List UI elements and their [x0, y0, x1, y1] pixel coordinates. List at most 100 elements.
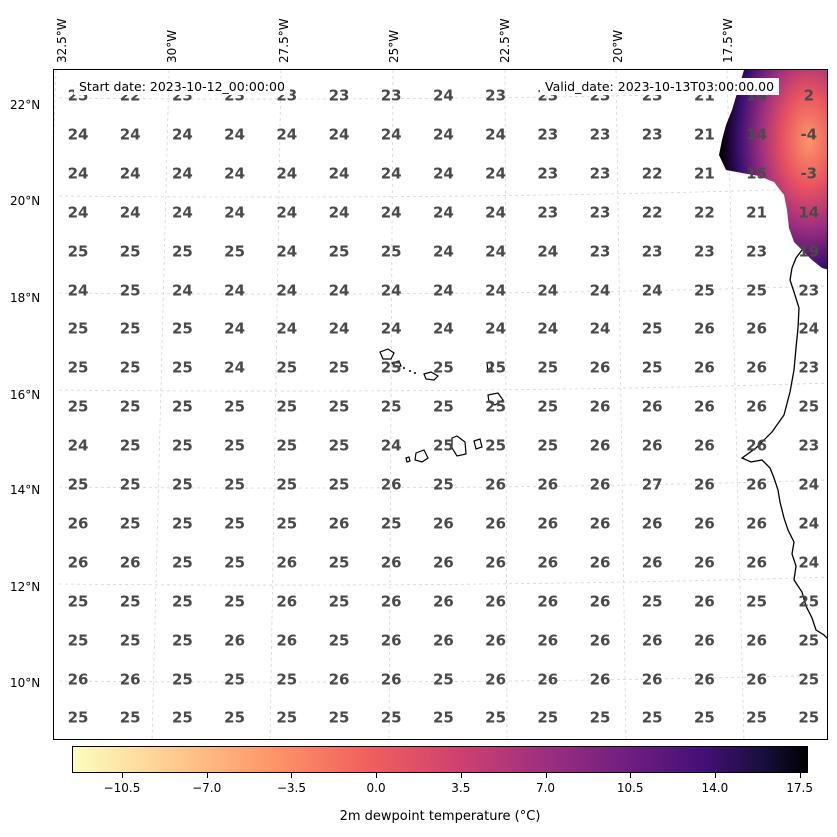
colorbar-tick — [206, 773, 208, 778]
grid-value: 25 — [119, 397, 141, 416]
grid-value: 25 — [537, 397, 559, 416]
grid-value: 24 — [171, 281, 193, 299]
grid-value: 25 — [641, 708, 663, 727]
grid-value: 25 — [432, 708, 454, 727]
grid-value: 23 — [589, 203, 611, 222]
grid-value: 25 — [224, 436, 246, 455]
lat-label: 22°N — [10, 98, 41, 112]
grid-value: 25 — [171, 553, 193, 572]
grid-value: 25 — [798, 670, 820, 688]
grid-value: 23 — [537, 203, 559, 222]
grid-value: 26 — [380, 631, 402, 650]
grid-value: 25 — [224, 553, 246, 572]
grid-value: 25 — [641, 319, 663, 338]
grid-value: 26 — [589, 553, 611, 572]
grid-value: 24 — [589, 319, 611, 338]
grid-value: 26 — [641, 553, 663, 572]
grid-value: 24 — [224, 164, 246, 183]
grid-value: 26 — [641, 397, 663, 416]
grid-value: 26 — [641, 514, 663, 533]
grid-value: 24 — [798, 319, 820, 338]
grid-value: 25 — [171, 670, 193, 688]
grid-value: 25 — [119, 592, 141, 611]
grid-value: 26 — [119, 670, 141, 688]
grid-value: 25 — [171, 514, 193, 533]
grid-value: 24 — [171, 125, 193, 144]
grid-value: 26 — [746, 358, 768, 377]
grid-value: 26 — [432, 631, 454, 650]
grid-value: 24 — [380, 319, 402, 338]
grid-value: 25 — [224, 708, 246, 727]
colorbar-tick-label: −10.5 — [103, 781, 141, 795]
grid-value: 24 — [485, 203, 507, 222]
grid-value: 26 — [641, 670, 663, 688]
grid-value: 25 — [693, 708, 715, 727]
grid-value: 26 — [693, 397, 715, 416]
grid-value: 25 — [119, 708, 141, 727]
colorbar — [72, 746, 808, 773]
grid-value: 24 — [432, 125, 454, 144]
grid-value: 26 — [589, 397, 611, 416]
grid-value: 26 — [641, 631, 663, 650]
grid-value: 25 — [328, 553, 350, 572]
grid-value: 25 — [119, 475, 141, 494]
grid-value: 26 — [641, 436, 663, 455]
grid-value: 25 — [224, 670, 246, 688]
grid-value: 26 — [693, 514, 715, 533]
grid-value: 26 — [746, 436, 768, 455]
map-panel — [53, 69, 828, 740]
grid-value: 19 — [798, 242, 820, 261]
grid-value: 24 — [328, 164, 350, 183]
grid-value: 25 — [432, 436, 454, 455]
grid-value: 24 — [641, 281, 663, 299]
grid-value: 25 — [119, 281, 141, 299]
grid-value: 25 — [276, 670, 298, 688]
grid-value: 26 — [276, 592, 298, 611]
grid-value: 26 — [276, 631, 298, 650]
grid-value: 25 — [276, 358, 298, 377]
grid-value: 24 — [432, 86, 454, 105]
grid-value: 25 — [746, 708, 768, 727]
grid-value: 25 — [171, 708, 193, 727]
grid-value: 21 — [746, 203, 768, 222]
grid-value: 25 — [67, 631, 89, 650]
grid-value: 25 — [119, 358, 141, 377]
grid-value: 26 — [693, 358, 715, 377]
grid-value: 26 — [693, 553, 715, 572]
grid-value: 25 — [798, 708, 820, 727]
grid-value: 25 — [328, 242, 350, 261]
grid-value: 26 — [589, 670, 611, 688]
lat-label: 14°N — [10, 483, 41, 497]
grid-value: 25 — [485, 397, 507, 416]
grid-value: 26 — [693, 319, 715, 338]
grid-value: 25 — [67, 242, 89, 261]
grid-value: 25 — [328, 708, 350, 727]
grid-value: 21 — [693, 164, 715, 183]
grid-value: 25 — [641, 358, 663, 377]
grid-value: 25 — [537, 358, 559, 377]
grid-value: 24 — [224, 203, 246, 222]
colorbar-tick — [460, 773, 462, 778]
grid-value: 23 — [589, 125, 611, 144]
grid-value: 23 — [693, 242, 715, 261]
grid-value: 24 — [485, 242, 507, 261]
grid-value: 25 — [693, 281, 715, 299]
colorbar-tick-label: 17.5 — [786, 781, 813, 795]
grid-value: 23 — [641, 125, 663, 144]
grid-value: 25 — [171, 358, 193, 377]
grid-value: 24 — [276, 125, 298, 144]
grid-value: 25 — [171, 397, 193, 416]
grid-value: 25 — [119, 319, 141, 338]
lat-label: 12°N — [10, 580, 41, 594]
grid-value: 24 — [537, 319, 559, 338]
grid-value: 26 — [693, 592, 715, 611]
grid-value: 24 — [119, 203, 141, 222]
grid-value: 25 — [328, 436, 350, 455]
grid-value: 24 — [380, 164, 402, 183]
lon-label: 22.5°W — [498, 18, 512, 63]
grid-value: 24 — [537, 281, 559, 299]
grid-value: 26 — [67, 670, 89, 688]
grid-value: 25 — [67, 708, 89, 727]
grid-value: 26 — [485, 670, 507, 688]
grid-value: 25 — [328, 397, 350, 416]
